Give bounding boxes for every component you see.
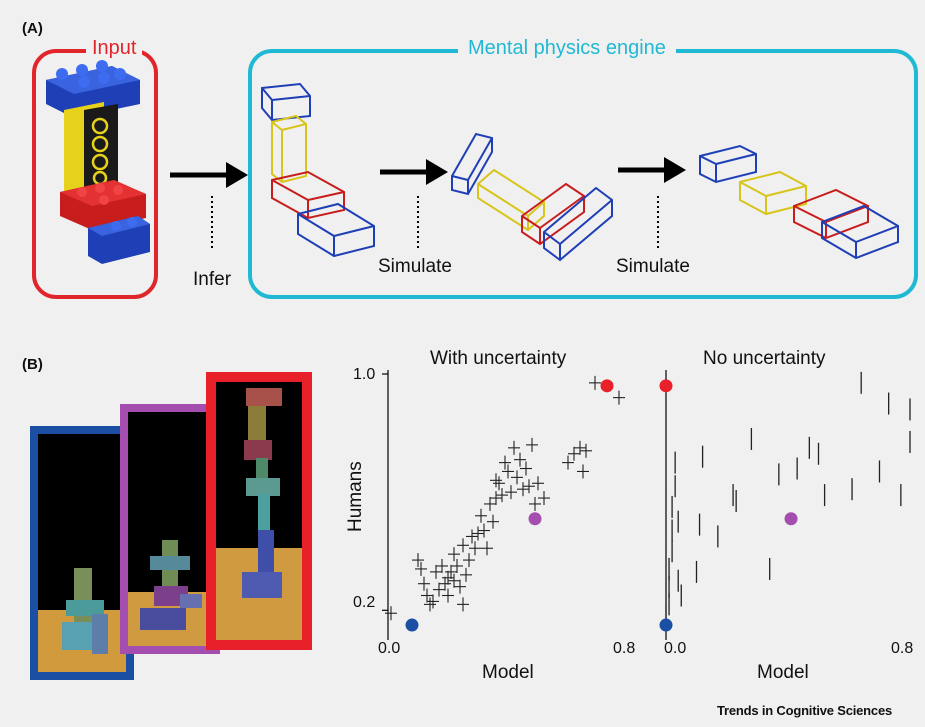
step-simulate-label-2: Simulate (616, 256, 690, 277)
highlight-point (659, 379, 673, 393)
chart-1-ylabel: Humans (345, 461, 366, 532)
stimulus-blue (30, 426, 134, 680)
engine-title: Mental physics engine (458, 37, 676, 60)
wireframe-stage-3 (699, 144, 899, 260)
highlight-point (784, 512, 798, 526)
chart-1-ytick-top: 1.0 (353, 366, 376, 383)
panel-a-label: (A) (22, 20, 43, 37)
highlight-point (405, 618, 419, 632)
step-infer-label: Infer (193, 269, 232, 290)
chart-2-xlabel: Model (757, 662, 809, 683)
stimulus-purple (120, 404, 220, 654)
stimulus-red (206, 372, 312, 650)
chart-1-xlabel: Model (482, 662, 534, 683)
panel-b-label: (B) (22, 356, 43, 373)
highlight-point (528, 512, 542, 526)
input-title: Input (86, 37, 143, 60)
chart-1-xtick-right: 0.8 (613, 640, 636, 657)
highlight-point (600, 379, 614, 393)
lego-stack-image (46, 60, 150, 264)
wireframe-stage-1 (261, 82, 375, 258)
simulate-arrow-2 (618, 157, 686, 183)
step-simulate-label-1: Simulate (378, 256, 452, 277)
wireframe-stage-2 (451, 132, 613, 262)
chart-2-title: No uncertainty (703, 348, 826, 369)
chart-2-xtick-left: 0.0 (664, 640, 687, 657)
chart-1-title: With uncertainty (430, 348, 567, 369)
chart-1-ytick-bottom: 0.2 (353, 594, 376, 611)
chart-2-xtick-right: 0.8 (891, 640, 914, 657)
simulate-arrow-1 (380, 159, 448, 185)
infer-arrow (170, 162, 248, 188)
highlight-point (659, 618, 673, 632)
chart-1-xtick-left: 0.0 (378, 640, 401, 657)
journal-credit: Trends in Cognitive Sciences (717, 703, 893, 718)
